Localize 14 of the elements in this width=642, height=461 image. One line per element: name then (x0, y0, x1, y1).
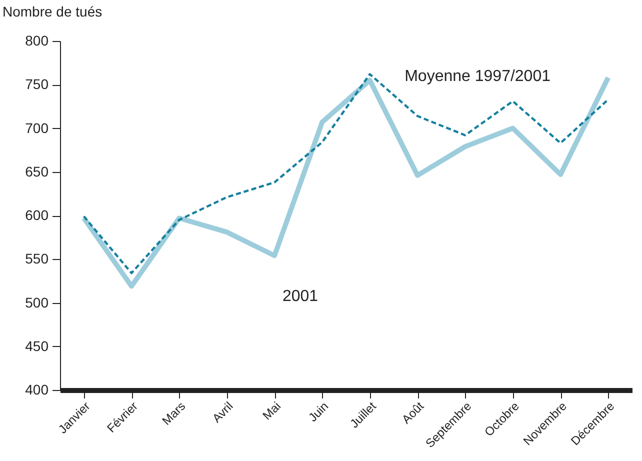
y-tick-label: 500 (25, 294, 49, 310)
y-tick-label: 600 (25, 207, 49, 223)
text: 2001 (282, 288, 318, 305)
y-tick-label: 700 (25, 120, 49, 136)
y-tick-label: 650 (25, 163, 49, 180)
y-tick-label: 450 (25, 338, 49, 354)
x-tick-label: Mai (260, 399, 284, 423)
x-tick-label: Juin (306, 399, 332, 425)
y-tick-label: 800 (25, 32, 49, 48)
y-axis-title: Nombre de tués (2, 4, 102, 20)
y-tick-label: 400 (25, 382, 49, 398)
y-tick-label: 750 (25, 76, 49, 92)
y-tick-label: 550 (25, 250, 49, 267)
series-label: Moyenne 1997/2001 (404, 68, 551, 85)
